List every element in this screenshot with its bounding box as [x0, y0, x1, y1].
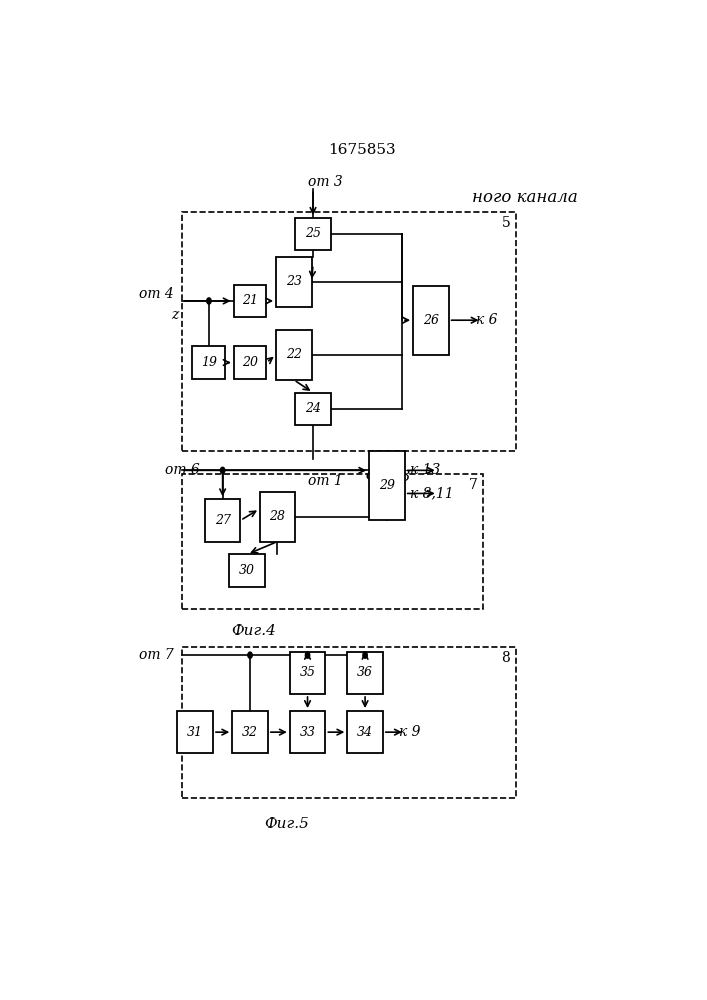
Text: к 9: к 9 [399, 725, 421, 739]
Text: 24: 24 [305, 402, 321, 415]
Text: 21: 21 [242, 294, 258, 307]
Text: 33: 33 [300, 726, 315, 739]
Text: 22: 22 [286, 348, 302, 361]
Text: к 6: к 6 [476, 313, 498, 327]
Circle shape [248, 652, 252, 658]
Text: 25: 25 [305, 227, 321, 240]
Text: от 6: от 6 [165, 463, 200, 477]
Text: 32: 32 [242, 726, 258, 739]
Bar [296, 393, 331, 425]
Text: 1675853: 1675853 [329, 143, 396, 157]
Bar [290, 652, 325, 694]
Text: 23: 23 [286, 275, 302, 288]
Text: z: z [172, 308, 179, 322]
Bar [290, 711, 325, 753]
Bar [276, 330, 312, 380]
Text: к 13: к 13 [410, 463, 440, 477]
Bar [232, 711, 268, 753]
Text: 36: 36 [357, 666, 373, 679]
Text: от 4: от 4 [139, 287, 173, 301]
Text: 34: 34 [357, 726, 373, 739]
Text: 26: 26 [423, 314, 439, 327]
Circle shape [206, 298, 211, 304]
Text: от 3: от 3 [308, 175, 342, 189]
Text: 35: 35 [300, 666, 315, 679]
Text: Фиг.3: Фиг.3 [351, 470, 411, 484]
Text: 27: 27 [215, 514, 230, 527]
Bar [182, 647, 516, 798]
Circle shape [363, 652, 367, 658]
Bar [230, 554, 265, 587]
Circle shape [221, 467, 225, 473]
Text: ного канала: ного канала [472, 189, 578, 206]
Text: 29: 29 [379, 479, 395, 492]
Text: от 7: от 7 [139, 648, 173, 662]
Bar [259, 492, 296, 542]
Bar [182, 474, 483, 609]
Text: от 1: от 1 [308, 474, 342, 488]
Text: 8: 8 [501, 651, 510, 665]
Text: к 8,11: к 8,11 [410, 486, 454, 500]
Text: Фиг.5: Фиг.5 [264, 817, 308, 831]
Bar [182, 212, 516, 451]
Bar [205, 499, 240, 542]
Bar [369, 451, 405, 520]
Bar [233, 346, 267, 379]
Text: Фиг.4: Фиг.4 [231, 624, 276, 638]
Text: 31: 31 [187, 726, 203, 739]
Text: 28: 28 [269, 510, 286, 523]
Bar [233, 285, 267, 317]
Text: 5: 5 [501, 216, 510, 230]
Text: 19: 19 [201, 356, 217, 369]
Text: 30: 30 [239, 564, 255, 577]
Circle shape [305, 652, 310, 658]
Bar [413, 286, 449, 355]
Bar [296, 218, 331, 250]
Bar [177, 711, 213, 753]
Bar [276, 257, 312, 307]
Bar [347, 711, 383, 753]
Text: 7: 7 [469, 478, 477, 492]
Bar [192, 346, 226, 379]
Bar [347, 652, 383, 694]
Text: 20: 20 [242, 356, 258, 369]
